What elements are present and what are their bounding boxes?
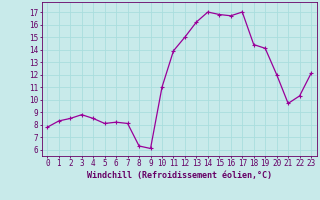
X-axis label: Windchill (Refroidissement éolien,°C): Windchill (Refroidissement éolien,°C)	[87, 171, 272, 180]
